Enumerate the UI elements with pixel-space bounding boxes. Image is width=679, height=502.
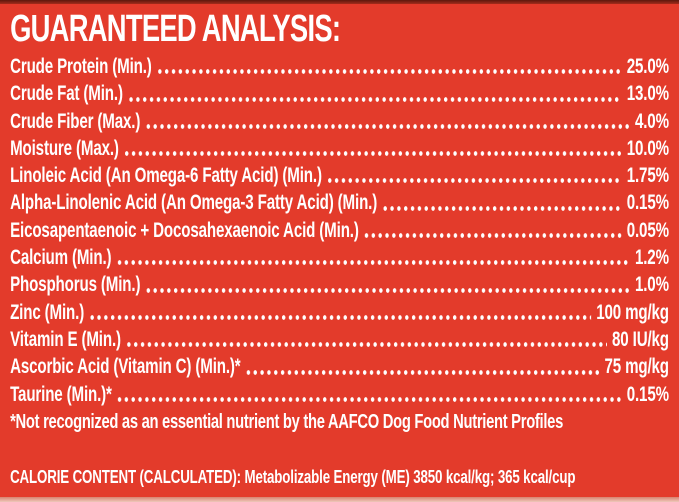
nutrient-name: Taurine (Min.)* xyxy=(10,382,112,406)
nutrient-name: Alpha-Linolenic Acid (An Omega-3 Fatty A… xyxy=(10,191,378,215)
table-row-taurine: Taurine (Min.)* 0.15% xyxy=(10,381,669,408)
nutrient-value: 4.0% xyxy=(634,109,669,133)
nutrient-value: 1.75% xyxy=(626,164,669,188)
nutrient-name: Calcium (Min.) xyxy=(10,246,112,270)
dotted-leader xyxy=(327,177,622,185)
dotted-leader xyxy=(145,122,630,130)
nutrient-name: Eicosapentaenoic + Docosahexaenoic Acid … xyxy=(10,218,359,242)
dotted-leader xyxy=(117,259,630,267)
table-row-ascorbic-acid: Ascorbic Acid (Vitamin C) (Min.)* 75 mg/… xyxy=(10,353,669,380)
table-row-linoleic-acid: Linoleic Acid (An Omega-6 Fatty Acid) (M… xyxy=(10,162,669,189)
nutrient-value: 25.0% xyxy=(626,55,669,78)
nutrient-name: Crude Fiber (Max.) xyxy=(10,109,141,133)
dotted-leader xyxy=(146,286,630,294)
table-row-crude-fat: Crude Fat (Min.) 13.0% xyxy=(10,80,669,107)
dotted-leader xyxy=(128,95,622,103)
table-row-moisture: Moisture (Max.) 10.0% xyxy=(10,135,669,162)
nutrient-value: 13.0% xyxy=(626,82,669,106)
nutrient-value: 80 IU/kg xyxy=(612,327,669,351)
table-row-crude-protein: Crude Protein (Min.) 25.0% xyxy=(10,53,669,80)
nutrient-name: Vitamin E (Min.) xyxy=(10,327,121,351)
nutrient-name: Zinc (Min.) xyxy=(10,300,85,324)
dotted-leader xyxy=(126,341,608,349)
dotted-leader xyxy=(117,395,622,403)
nutrient-value: 0.15% xyxy=(626,382,669,406)
nutrient-value: 0.15% xyxy=(626,191,669,215)
aafco-footnote: *Not recognized as an essential nutrient… xyxy=(10,409,564,433)
table-row-crude-fiber: Crude Fiber (Max.) 4.0% xyxy=(10,108,669,135)
table-row-vitamin-e: Vitamin E (Min.) 80 IU/kg xyxy=(10,326,669,353)
table-row-alpha-linolenic-acid: Alpha-Linolenic Acid (An Omega-3 Fatty A… xyxy=(10,189,669,216)
dotted-leader xyxy=(157,68,622,76)
table-row-calcium: Calcium (Min.) 1.2% xyxy=(10,244,669,271)
nutrient-name: Moisture (Max.) xyxy=(10,136,119,160)
label-bottom-edge xyxy=(0,497,679,502)
nutrient-name: Phosphorus (Min.) xyxy=(10,273,141,297)
dotted-leader xyxy=(124,150,622,158)
nutrient-value: 1.2% xyxy=(634,246,669,270)
nutrient-value: 75 mg/kg xyxy=(604,355,669,379)
calorie-content-line: CALORIE CONTENT (CALCULATED): Metaboliza… xyxy=(10,466,576,488)
nutrient-name: Ascorbic Acid (Vitamin C) (Min.)* xyxy=(10,355,241,379)
dotted-leader xyxy=(89,313,592,321)
table-row-epa-dha: Eicosapentaenoic + Docosahexaenoic Acid … xyxy=(10,217,669,244)
dotted-leader xyxy=(382,204,622,212)
nutrient-name: Crude Fat (Min.) xyxy=(10,82,123,106)
table-row-phosphorus: Phosphorus (Min.) 1.0% xyxy=(10,271,669,298)
nutrient-value: 1.0% xyxy=(634,273,669,297)
nutrient-table: Crude Protein (Min.) 25.0% Crude Fat (Mi… xyxy=(10,53,669,408)
nutrient-name: Linoleic Acid (An Omega-6 Fatty Acid) (M… xyxy=(10,164,322,188)
nutrient-value: 10.0% xyxy=(626,136,669,160)
nutrient-name: Crude Protein (Min.) xyxy=(10,55,152,78)
nutrient-value: 100 mg/kg xyxy=(596,300,669,324)
section-title: GUARANTEED ANALYSIS: xyxy=(10,8,341,50)
label-top-edge xyxy=(0,0,679,4)
table-row-zinc: Zinc (Min.) 100 mg/kg xyxy=(10,299,669,326)
nutrient-value: 0.05% xyxy=(626,218,669,242)
dotted-leader xyxy=(364,232,622,240)
dotted-leader xyxy=(246,368,600,376)
